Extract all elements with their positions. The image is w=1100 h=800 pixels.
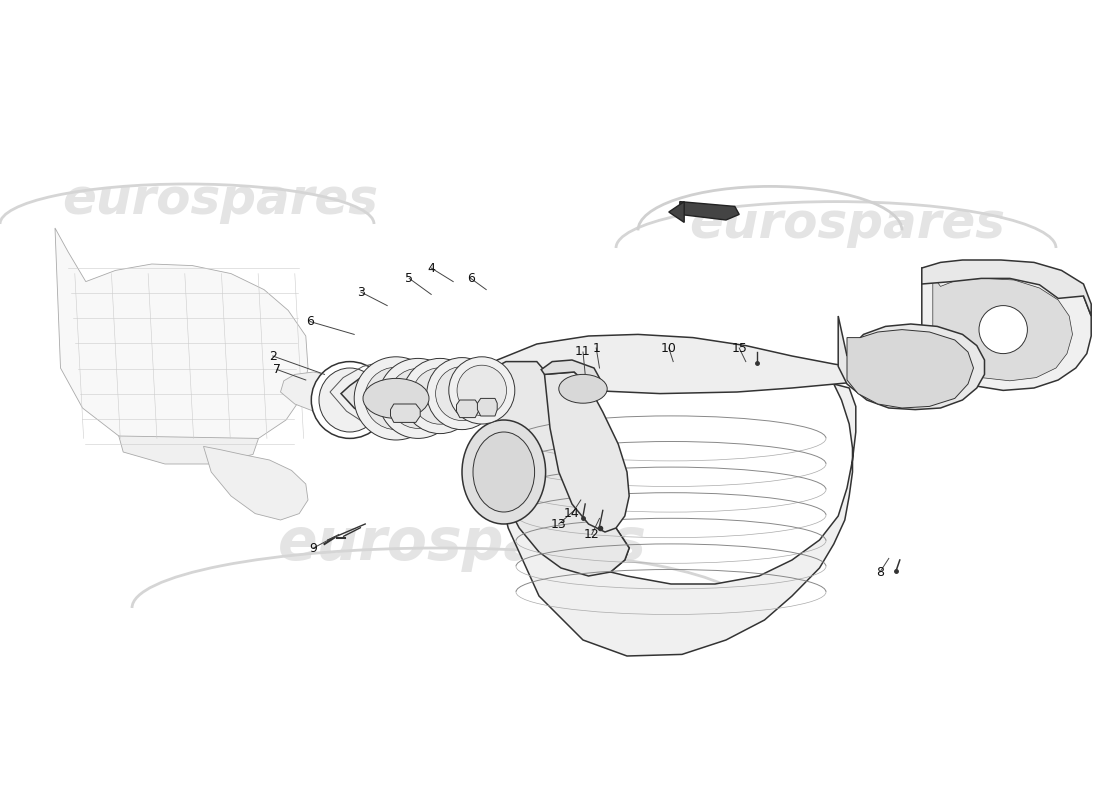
Text: 10: 10	[661, 342, 676, 354]
Polygon shape	[204, 446, 308, 520]
Ellipse shape	[411, 368, 469, 424]
Ellipse shape	[458, 365, 506, 416]
Ellipse shape	[319, 368, 381, 432]
Polygon shape	[482, 362, 629, 576]
Polygon shape	[541, 360, 603, 390]
Ellipse shape	[436, 366, 488, 421]
Text: 4: 4	[427, 262, 436, 274]
Polygon shape	[847, 330, 974, 408]
Polygon shape	[456, 400, 478, 418]
Polygon shape	[55, 228, 308, 450]
Text: 1: 1	[592, 342, 601, 354]
Text: 11: 11	[575, 346, 591, 358]
Ellipse shape	[403, 358, 477, 434]
Ellipse shape	[427, 358, 497, 430]
Text: eurospares: eurospares	[689, 200, 1005, 248]
Polygon shape	[280, 372, 350, 411]
Ellipse shape	[462, 420, 546, 524]
Text: 8: 8	[876, 566, 884, 578]
Ellipse shape	[364, 367, 427, 430]
Polygon shape	[669, 202, 684, 222]
Polygon shape	[390, 404, 420, 422]
Polygon shape	[922, 264, 1091, 390]
Ellipse shape	[354, 357, 438, 440]
Text: 5: 5	[405, 272, 414, 285]
Text: 3: 3	[356, 286, 365, 298]
Text: 13: 13	[551, 518, 566, 530]
Polygon shape	[482, 334, 864, 394]
Polygon shape	[477, 398, 497, 416]
Polygon shape	[680, 202, 739, 220]
Ellipse shape	[473, 432, 535, 512]
Ellipse shape	[311, 362, 388, 438]
Text: 6: 6	[306, 315, 315, 328]
Ellipse shape	[378, 358, 458, 438]
Polygon shape	[544, 372, 629, 532]
Polygon shape	[838, 316, 984, 410]
Polygon shape	[119, 436, 258, 464]
Ellipse shape	[388, 368, 448, 429]
Ellipse shape	[979, 306, 1027, 354]
Ellipse shape	[559, 374, 607, 403]
Ellipse shape	[363, 378, 429, 418]
Text: eurospares: eurospares	[62, 176, 378, 224]
Polygon shape	[341, 366, 451, 430]
Text: 15: 15	[732, 342, 747, 354]
Text: 14: 14	[564, 507, 580, 520]
Text: 2: 2	[268, 350, 277, 362]
Polygon shape	[490, 374, 856, 656]
Text: 9: 9	[309, 542, 318, 554]
Text: eurospares: eurospares	[277, 515, 647, 573]
Ellipse shape	[449, 357, 515, 424]
Polygon shape	[922, 260, 1091, 316]
Text: 12: 12	[584, 528, 600, 541]
Text: 6: 6	[466, 272, 475, 285]
Polygon shape	[933, 276, 1072, 381]
Text: 7: 7	[273, 363, 282, 376]
